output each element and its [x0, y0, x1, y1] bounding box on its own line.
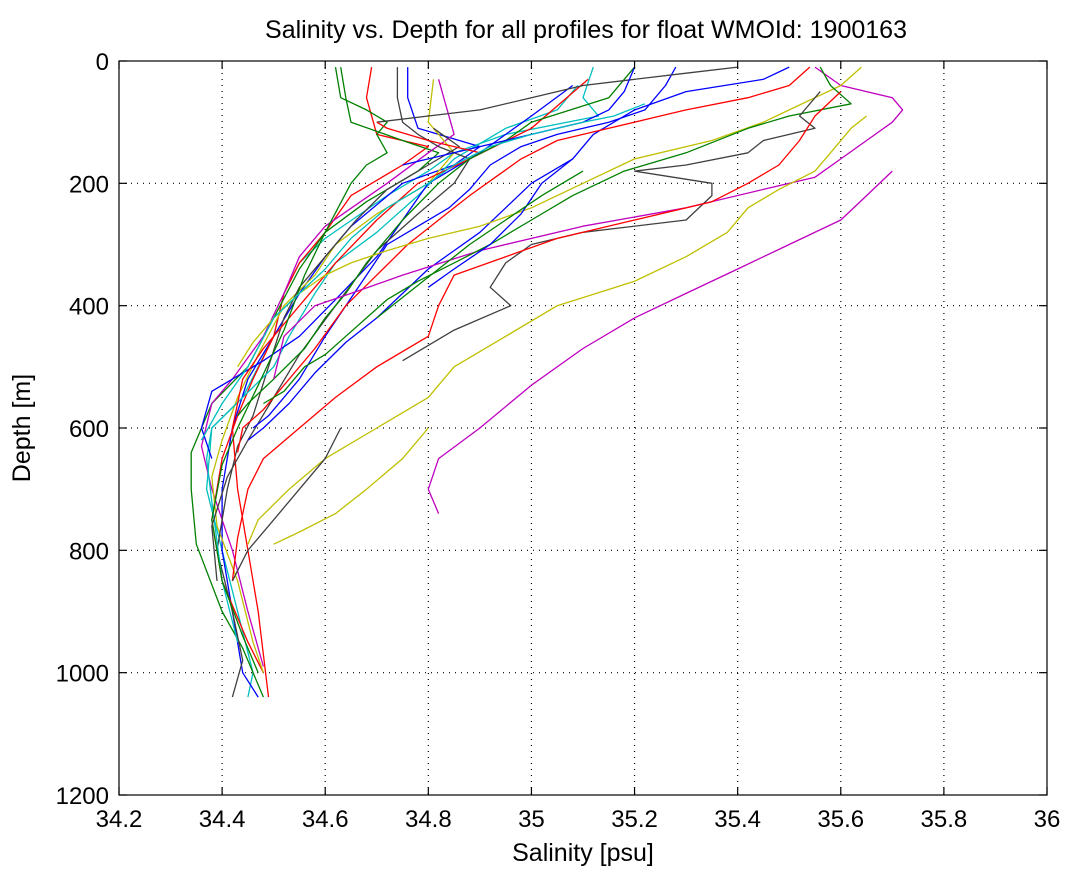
- profile-line-15: [247, 66, 790, 441]
- x-tick-label: 35.8: [921, 806, 968, 833]
- chart-title: Salinity vs. Depth for all profiles for …: [265, 16, 907, 44]
- profile-line-4: [190, 66, 440, 698]
- axis-ticks: 34.2 34.4 34.6 34.8 35 35.2 35.4 35.6 35.8 36 0 200…: [56, 49, 1061, 833]
- profile-line-14: [237, 66, 636, 417]
- y-tick-label: 200: [69, 171, 109, 198]
- x-axis-label: Salinity [psu]: [512, 839, 654, 867]
- profile-line-30: [427, 158, 574, 288]
- y-tick-label: 400: [69, 294, 109, 321]
- profile-line-6: [211, 79, 455, 673]
- profile-line-31: [376, 170, 584, 319]
- grid-lines: [119, 61, 1047, 795]
- profile-line-29: [273, 427, 429, 545]
- y-tick-label: 1000: [56, 661, 109, 688]
- profile-line-22: [376, 121, 481, 154]
- profile-line-11: [211, 66, 388, 673]
- profile-line-8: [205, 85, 579, 643]
- profile-line-28: [231, 427, 342, 582]
- profile-line-21: [402, 66, 636, 166]
- x-tick-label: 34.2: [96, 806, 143, 833]
- profile-line-5: [200, 79, 455, 667]
- x-tick-label: 35.4: [714, 806, 761, 833]
- profile-line-17: [273, 66, 904, 380]
- profile-line-25: [247, 115, 868, 545]
- y-tick-label: 600: [69, 416, 109, 443]
- y-axis-label: Depth [m]: [8, 374, 36, 482]
- profile-lines: [190, 66, 904, 698]
- y-tick-label: 0: [96, 49, 109, 76]
- y-tick-label: 1200: [56, 783, 109, 810]
- x-tick-label: 35.2: [611, 806, 658, 833]
- x-tick-label: 35.6: [817, 806, 864, 833]
- profile-line-24: [231, 91, 842, 581]
- profile-line-7: [216, 127, 460, 698]
- x-tick-label: 36: [1034, 806, 1061, 833]
- profile-line-23: [402, 91, 821, 362]
- profile-line-16: [236, 66, 811, 453]
- profile-line-26: [200, 103, 646, 441]
- profile-line-19: [263, 66, 852, 405]
- x-tick-label: 34.6: [302, 806, 349, 833]
- x-tick-label: 34.4: [199, 806, 246, 833]
- x-tick-label: 35: [518, 806, 545, 833]
- profile-line-12: [211, 67, 471, 581]
- profile-line-1: [205, 66, 600, 698]
- profile-line-10: [231, 78, 589, 698]
- profile-line-27: [427, 170, 893, 514]
- profile-line-20: [376, 66, 738, 123]
- x-tick-label: 34.8: [405, 806, 452, 833]
- y-tick-label: 800: [69, 538, 109, 565]
